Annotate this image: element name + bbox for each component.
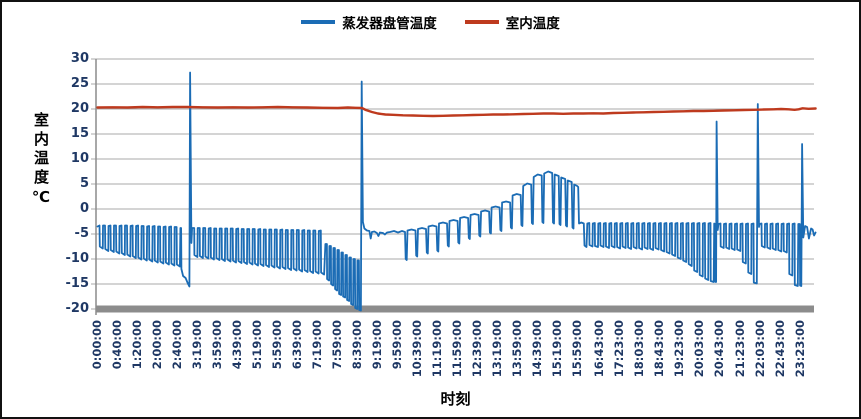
- x-axis-tick-label: 1:20:00: [130, 320, 145, 370]
- x-axis-tick-label: 2:00:00: [150, 320, 165, 370]
- x-axis-tick-label: 7:59:00: [329, 320, 344, 370]
- x-axis-tick-label: 15:59:00: [570, 320, 585, 378]
- x-axis-tick-label: 16:43:00: [592, 320, 607, 378]
- series-line-0: [96, 71, 817, 312]
- x-axis-tick-label: 13:59:00: [510, 320, 525, 378]
- chart-legend: 蒸发器盘管温度 室内温度: [2, 12, 859, 32]
- x-axis-tick-label: 2:40:00: [170, 320, 185, 370]
- y-axis-tick-label: 30: [70, 51, 89, 66]
- x-axis-tick-label: 15:19:00: [550, 320, 565, 378]
- x-axis-tick-label: 3:59:00: [209, 320, 224, 370]
- x-axis-tick-label: 13:19:00: [490, 320, 505, 378]
- legend-item-indoor: 室内温度: [464, 12, 560, 32]
- x-axis-tick-label: 11:19:00: [430, 320, 445, 378]
- x-axis-tick-label: 21:23:00: [732, 320, 747, 378]
- y-axis-tick-label: 10: [70, 151, 89, 166]
- x-axis-tick-label: 3:19:00: [189, 320, 204, 370]
- x-axis-tick-label: 10:39:00: [409, 320, 424, 378]
- x-axis-tick-label: 18:03:00: [632, 320, 647, 378]
- x-axis-tick-label: 9:59:00: [389, 320, 404, 370]
- x-axis-title: 时刻: [440, 390, 471, 408]
- x-axis-tick-label: 23:23:00: [792, 320, 807, 378]
- x-axis-tick-label: 19:23:00: [672, 320, 687, 378]
- y-axis-tick-label: 5: [79, 176, 89, 191]
- x-axis-tick-label: 9:19:00: [369, 320, 384, 370]
- x-axis-tick-label: 0:40:00: [110, 320, 125, 370]
- x-axis-tick-label: 20:43:00: [712, 320, 727, 378]
- x-axis-tick-label: 0:00:00: [90, 320, 104, 370]
- y-axis-tick-label: -15: [65, 276, 90, 291]
- legend-label-indoor: 室内温度: [505, 16, 560, 32]
- y-axis-tick-label: -20: [65, 301, 90, 316]
- y-axis-tick-label: 25: [70, 76, 89, 91]
- x-axis-tick-label: 8:39:00: [349, 320, 364, 370]
- x-axis-tick-label: 22:03:00: [752, 320, 767, 378]
- x-axis-tick-label: 7:19:00: [309, 320, 324, 370]
- x-axis-tick-label: 22:43:00: [772, 320, 787, 378]
- x-axis-baseline-bar: [96, 305, 814, 313]
- x-axis-tick-label: 17:23:00: [612, 320, 627, 378]
- series-line-1: [96, 105, 817, 118]
- y-axis-tick-label: -10: [65, 251, 90, 266]
- y-axis-tick-label: 15: [70, 126, 89, 141]
- x-axis-tick-label: 6:39:00: [289, 320, 304, 370]
- y-axis-tick-label: 20: [70, 101, 89, 116]
- x-axis-tick-label: 18:43:00: [652, 320, 667, 378]
- y-axis-title: 室内温度℃: [32, 112, 50, 210]
- legend-blue-line-icon: [301, 20, 336, 24]
- legend-item-evaporator: 蒸发器盘管温度: [301, 12, 437, 32]
- y-axis-tick-label: -5: [74, 226, 89, 241]
- x-axis-tick-label: 5:59:00: [269, 320, 284, 370]
- x-axis-tick-label: 20:03:00: [692, 320, 707, 378]
- legend-red-line-icon: [464, 20, 499, 24]
- x-axis-tick-label: 11:59:00: [450, 320, 465, 378]
- x-axis-tick-label: 4:39:00: [229, 320, 244, 370]
- x-axis-tick-label: 14:39:00: [530, 320, 545, 378]
- x-axis-tick-label: 5:19:00: [249, 320, 264, 370]
- y-axis-tick-label: 0: [79, 201, 89, 216]
- x-axis-tick-label: 12:39:00: [470, 320, 485, 378]
- legend-label-evaporator: 蒸发器盘管温度: [342, 16, 437, 32]
